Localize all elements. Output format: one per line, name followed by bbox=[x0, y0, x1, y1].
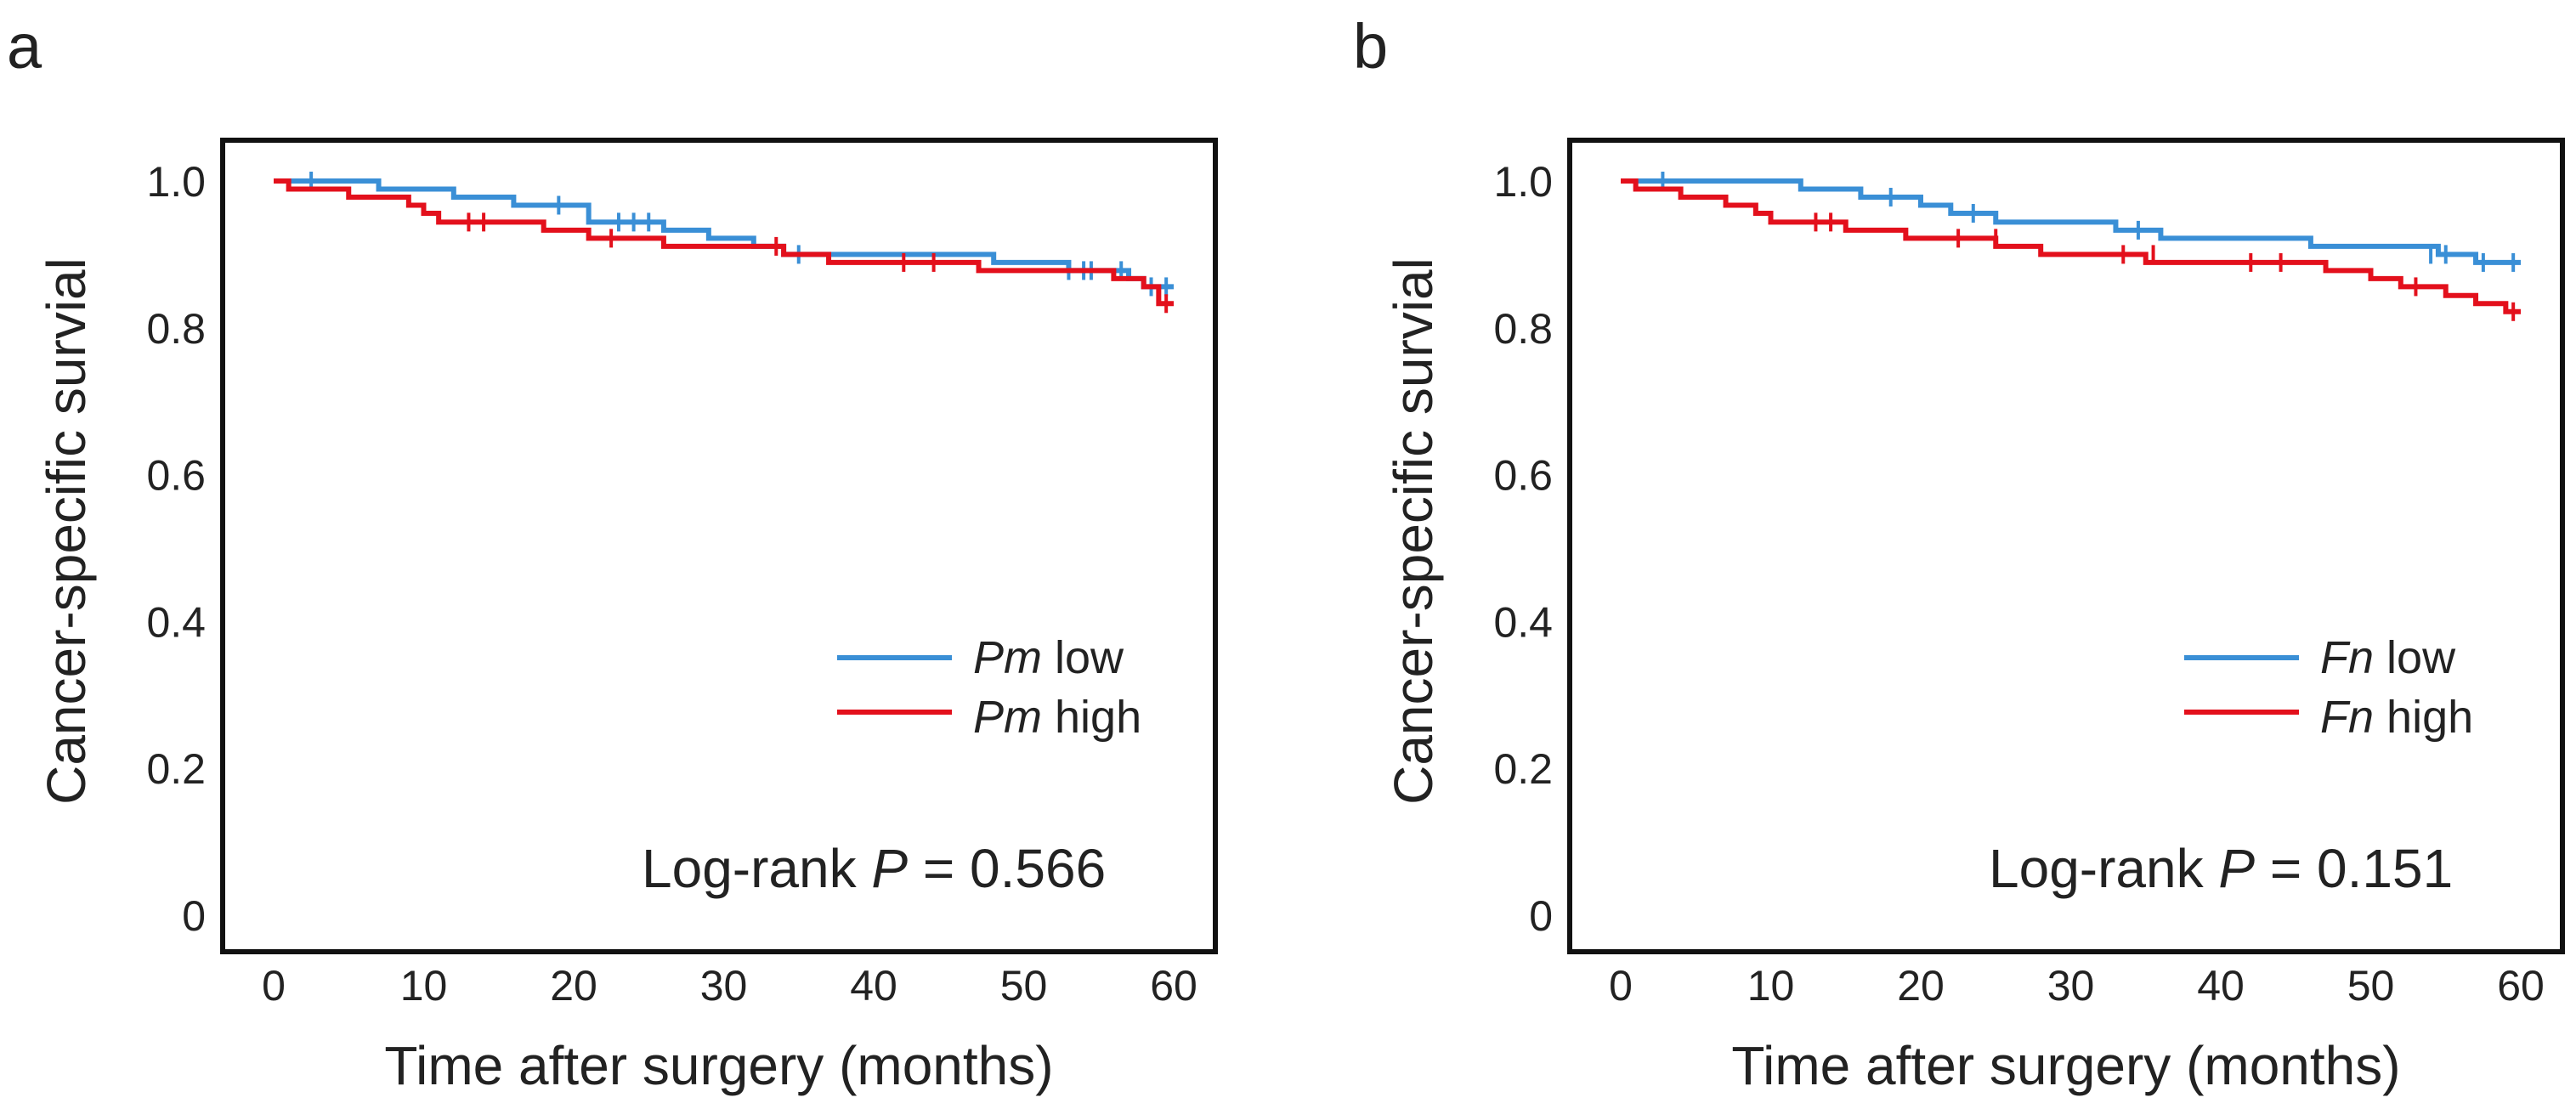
panel-b-x-tick-label: 40 bbox=[2197, 962, 2245, 1010]
panel-a-x-tick-label: 10 bbox=[400, 962, 448, 1010]
panel-b-x-tick-labels: 0 10 20 30 40 50 60 bbox=[1609, 962, 2545, 1010]
panel-a-y-tick-label: 0.6 bbox=[146, 452, 206, 500]
panel-a-curve-high bbox=[274, 178, 1174, 307]
panel-a-x-tick-label: 50 bbox=[1000, 962, 1048, 1010]
panel-b-y-tick-label: 0.4 bbox=[1493, 598, 1553, 646]
panel-b-log-rank-annotation: Log-rank P = 0.151 bbox=[1989, 838, 2453, 899]
panel-a: a 0 0.2 0.4 0.6 0.8 1.0 0 10 20 30 40 50 60 Cancer-… bbox=[7, 11, 1218, 1096]
panel-a-y-tick-label: 0.8 bbox=[146, 305, 206, 353]
panel-b-curve-high bbox=[1621, 178, 2521, 314]
panel-b-x-tick-label: 50 bbox=[2347, 962, 2395, 1010]
panel-a-legend-label-high: Pm high bbox=[973, 692, 1141, 743]
panel-a-x-tick-label: 0 bbox=[262, 962, 286, 1010]
panel-a-x-tick-label: 20 bbox=[550, 962, 597, 1010]
panel-a-x-axis-title: Time after surgery (months) bbox=[384, 1035, 1053, 1096]
panel-a-y-axis-title: Cancer-specific survial bbox=[36, 257, 97, 805]
panel-b-curves bbox=[1621, 172, 2521, 321]
panel-a-curves bbox=[274, 172, 1174, 314]
panel-b-legend-label-high: Fn high bbox=[2320, 692, 2473, 743]
panel-b-x-tick-label: 0 bbox=[1609, 962, 1633, 1010]
panel-b-legend-label-low: Fn low bbox=[2320, 632, 2456, 683]
panel-a-letter: a bbox=[7, 11, 42, 82]
panel-a-plot-frame bbox=[220, 138, 1218, 954]
panel-b-letter: b bbox=[1353, 11, 1388, 82]
panel-a-log-rank-annotation: Log-rank P = 0.566 bbox=[642, 838, 1106, 899]
panel-b-y-tick-label: 1.0 bbox=[1493, 158, 1553, 206]
panel-b-y-tick-label: 0.8 bbox=[1493, 305, 1553, 353]
panel-a-curve-low bbox=[274, 178, 1174, 290]
panel-b-x-tick-label: 10 bbox=[1747, 962, 1795, 1010]
panel-a-y-tick-labels: 0 0.2 0.4 0.6 0.8 1.0 bbox=[146, 158, 206, 940]
panel-b-x-axis-title: Time after surgery (months) bbox=[1731, 1035, 2400, 1096]
panel-a-y-tick-label: 0 bbox=[182, 892, 206, 940]
panel-b-y-tick-labels: 0 0.2 0.4 0.6 0.8 1.0 bbox=[1493, 158, 1553, 940]
panel-a-y-tick-label: 1.0 bbox=[146, 158, 206, 206]
panel-a-y-tick-label: 0.4 bbox=[146, 598, 206, 646]
panel-a-x-tick-labels: 0 10 20 30 40 50 60 bbox=[262, 962, 1197, 1010]
panel-b-y-tick-label: 0.6 bbox=[1493, 452, 1553, 500]
panel-a-y-tick-label: 0.2 bbox=[146, 745, 206, 793]
panel-b-x-tick-label: 30 bbox=[2047, 962, 2095, 1010]
panel-b-plot-frame bbox=[1567, 138, 2565, 954]
panel-a-x-tick-label: 40 bbox=[850, 962, 897, 1010]
panel-b-legend: Fn low Fn high bbox=[2184, 632, 2473, 743]
panel-b-y-axis-title: Cancer-specific survial bbox=[1383, 257, 1444, 805]
panel-a-x-tick-label: 30 bbox=[700, 962, 748, 1010]
panel-b: b 0 0.2 0.4 0.6 0.8 1.0 0 10 20 30 40 50 60 Cancer-… bbox=[1353, 11, 2565, 1096]
panel-b-curve-low bbox=[1621, 178, 2521, 265]
panel-b-y-tick-label: 0 bbox=[1529, 892, 1553, 940]
panel-b-x-tick-label: 20 bbox=[1897, 962, 1945, 1010]
panel-a-legend: Pm low Pm high bbox=[837, 632, 1141, 743]
panel-a-legend-label-low: Pm low bbox=[973, 632, 1124, 683]
panel-b-y-tick-label: 0.2 bbox=[1493, 745, 1553, 793]
panel-a-x-tick-label: 60 bbox=[1150, 962, 1197, 1010]
panel-b-x-tick-label: 60 bbox=[2497, 962, 2545, 1010]
